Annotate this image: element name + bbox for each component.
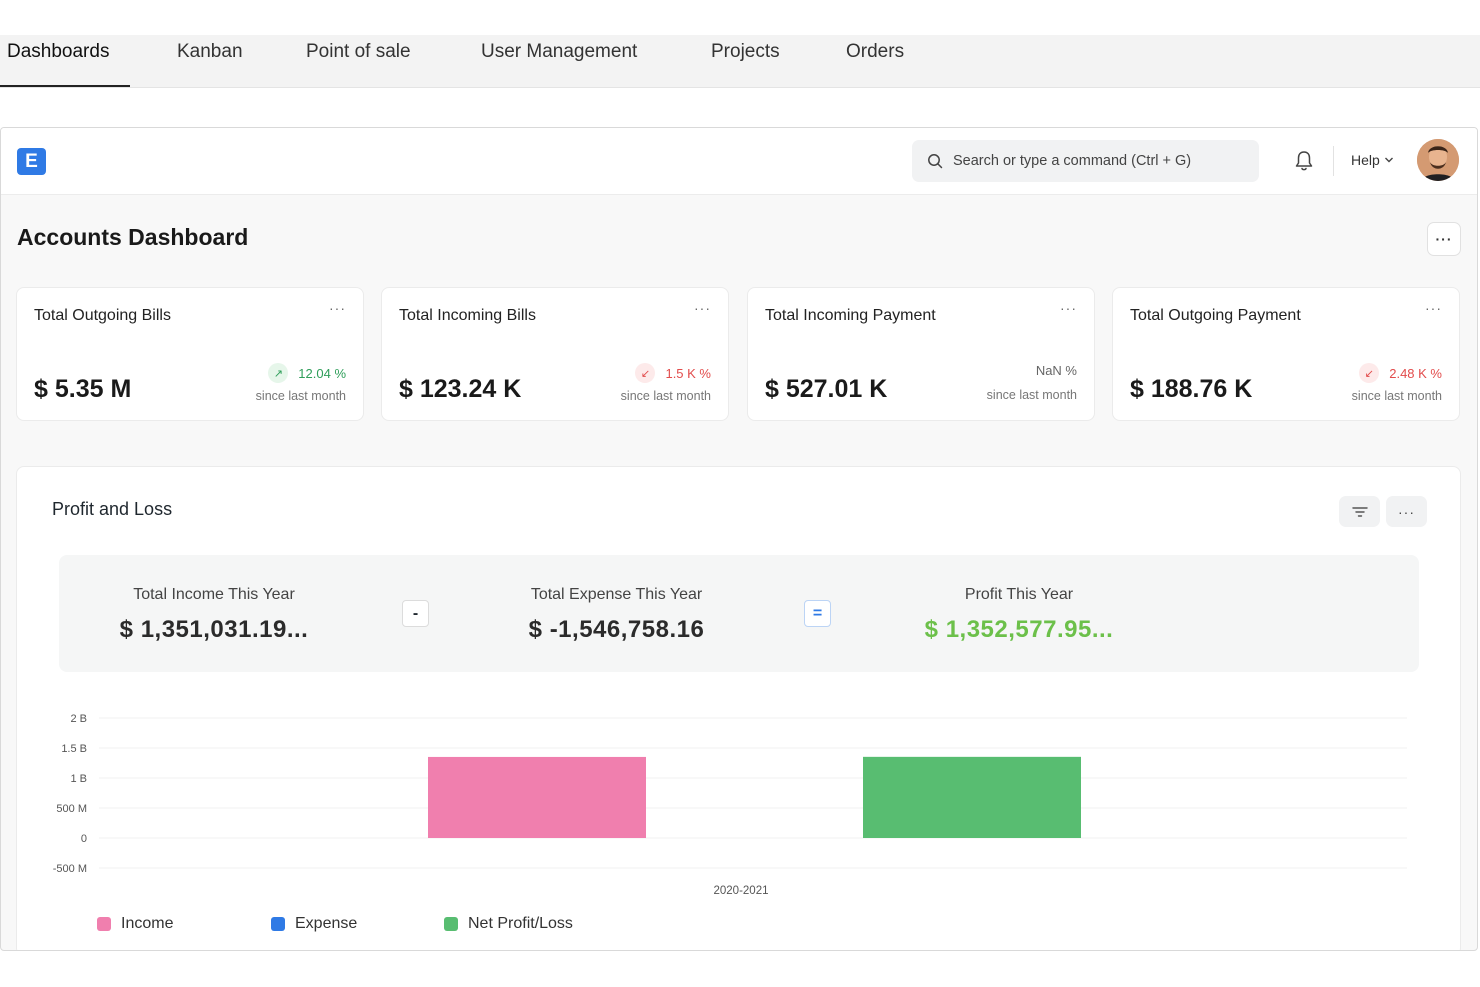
search-input[interactable]: Search or type a command (Ctrl + G) [912,140,1259,182]
avatar-image [1417,139,1459,181]
x-tick-label: 2020-2021 [714,885,769,897]
card-change-value: NaN % [1035,363,1077,378]
equals-operator: = [804,600,831,627]
legend-label: Income [121,915,174,932]
tab-kanban[interactable]: Kanban [177,41,243,62]
help-dropdown[interactable]: Help [1351,152,1394,168]
chevron-down-icon [1384,157,1393,163]
card-menu-button[interactable]: ··· [1060,300,1077,316]
search-placeholder: Search or type a command (Ctrl + G) [953,153,1192,169]
panel-title: Profit and Loss [52,499,173,519]
legend-label: Expense [295,915,358,932]
y-tick-label: 1 B [70,773,87,785]
card-title: Total Incoming Bills [399,307,536,324]
metric-card[interactable]: Total Outgoing Bills ··· $ 5.35 M ↗ 12.0… [16,287,364,421]
tab-orders[interactable]: Orders [846,41,905,62]
card-title: Total Outgoing Payment [1130,307,1301,324]
card-since: since last month [255,389,346,403]
y-tick-label: 1.5 B [61,743,87,755]
page-title: Accounts Dashboard [17,224,249,250]
page-menu-button[interactable]: ··· [1427,222,1461,256]
income-value: $ 1,351,031.19... [119,616,309,643]
tab-user-management[interactable]: User Management [481,41,638,62]
expense-value: $ -1,546,758.16 [528,616,705,643]
card-title: Total Outgoing Bills [34,307,171,324]
legend-label: Net Profit/Loss [468,915,573,932]
card-since: since last month [986,388,1077,402]
app-window: E Search or type a command (Ctrl + G) He… [0,127,1478,951]
income-label: Total Income This Year [133,586,295,603]
search-icon [928,154,943,169]
profit-loss-chart: 2 B 1.5 B 1 B 500 M 0 -500 M 2020-2021 [53,713,1407,897]
tab-projects[interactable]: Projects [711,41,780,62]
profit-value: $ 1,352,577.95... [924,616,1114,643]
expense-label: Total Expense This Year [530,586,703,603]
legend-swatch-net [444,917,458,931]
card-since: since last month [1351,389,1442,403]
top-tab-bar: Dashboards Kanban Point of sale User Man… [0,35,1480,88]
filter-icon [1351,506,1368,517]
bar-income [428,756,646,838]
arrow-up-right-icon: ↗ [268,363,289,383]
card-since: since last month [620,389,711,403]
bar-net-profit-loss [863,756,1081,838]
y-tick-label: -500 M [53,863,87,875]
card-menu-button[interactable]: ··· [694,300,711,316]
card-menu-button[interactable]: ··· [1425,300,1442,316]
active-tab-indicator [0,85,130,87]
legend-item-expense[interactable]: Expense [271,915,357,933]
card-change-value: 12.04 % [298,365,346,381]
tab-point-of-sale[interactable]: Point of sale [306,41,411,62]
tab-dashboards[interactable]: Dashboards [7,41,110,62]
navbar-divider [1333,146,1334,176]
legend-item-net-profit-loss[interactable]: Net Profit/Loss [444,915,573,933]
income-summary: Total Income This Year $ 1,351,031.19... [109,586,319,644]
arrow-down-left-icon: ↙ [1359,363,1380,383]
legend-swatch-expense [271,917,285,931]
profit-loss-panel: Profit and Loss ··· Total Income This Ye… [16,466,1461,950]
expense-summary: Total Expense This Year $ -1,546,758.16 [504,586,729,644]
metric-card[interactable]: Total Incoming Bills ··· $ 123.24 K ↙ 1.… [381,287,729,421]
bell-icon [1295,151,1313,171]
panel-menu-button[interactable]: ··· [1386,496,1427,527]
legend-item-income[interactable]: Income [97,915,173,933]
user-avatar[interactable] [1417,139,1459,181]
y-tick-label: 500 M [56,803,87,815]
app-logo[interactable]: E [17,148,46,175]
card-title: Total Incoming Payment [765,307,936,324]
minus-operator: - [402,600,429,627]
y-tick-label: 2 B [70,713,87,725]
y-tick-label: 0 [81,833,87,845]
navbar: E Search or type a command (Ctrl + G) He… [1,128,1477,195]
profit-summary: Profit This Year $ 1,352,577.95... [914,586,1124,644]
summary-strip: Total Income This Year $ 1,351,031.19...… [59,555,1419,672]
metric-card[interactable]: Total Outgoing Payment ··· $ 188.76 K ↙ … [1112,287,1460,421]
notification-button[interactable] [1294,150,1314,177]
card-change: NaN % [1036,363,1077,378]
help-label: Help [1351,152,1380,168]
card-value: $ 5.35 M [34,375,132,403]
card-menu-button[interactable]: ··· [329,300,346,316]
card-change: ↙ 1.5 K % [635,363,711,383]
card-change: ↙ 2.48 K % [1359,363,1442,383]
card-change: ↗ 12.04 % [268,363,346,383]
card-change-value: 2.48 K % [1389,365,1442,381]
card-change-value: 1.5 K % [665,365,711,381]
metric-card[interactable]: Total Incoming Payment ··· $ 527.01 K Na… [747,287,1095,421]
card-value: $ 123.24 K [399,375,522,403]
profit-label: Profit This Year [964,586,1074,603]
filter-button[interactable] [1339,496,1380,527]
card-value: $ 527.01 K [765,375,888,403]
card-value: $ 188.76 K [1130,375,1253,403]
legend-swatch-income [97,917,111,931]
arrow-down-left-icon: ↙ [635,363,656,383]
